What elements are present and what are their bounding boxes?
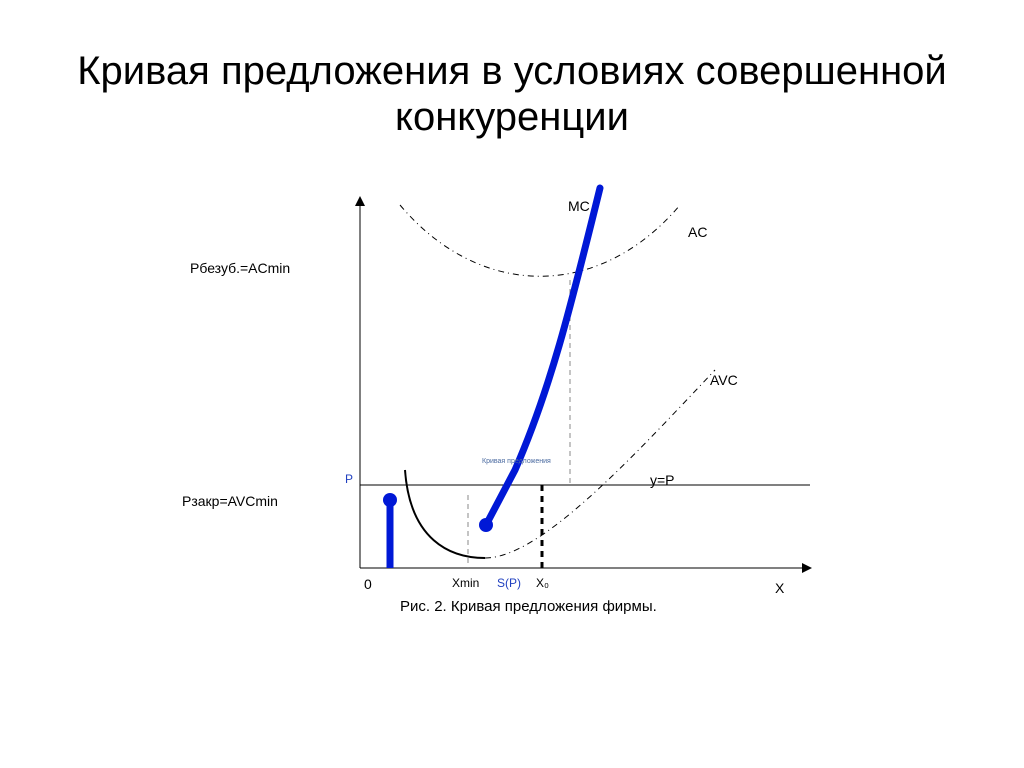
label-mc: MC	[568, 198, 590, 214]
label-y-equals-p: y=P	[650, 472, 675, 488]
figure-caption: Рис. 2. Кривая предложения фирмы.	[400, 598, 657, 615]
label-x-axis: X	[775, 580, 784, 596]
label-p: P	[345, 472, 353, 486]
label-xmin: Xmin	[452, 576, 479, 590]
label-zero: 0	[364, 576, 372, 592]
label-x0: X₀	[536, 576, 549, 590]
label-pzakr: Pзакр=AVCmin	[182, 493, 278, 509]
label-avc: AVC	[710, 372, 738, 388]
chart-area: MC AC AVC y=P P Pбезуб.=ACmin Pзакр=AVCm…	[170, 180, 850, 640]
slide-title: Кривая предложения в условиях совершенно…	[0, 48, 1024, 140]
label-tiny-supply: Кривая предложения	[482, 458, 551, 465]
label-sp: S(P)	[497, 576, 521, 590]
slide: Кривая предложения в условиях совершенно…	[0, 0, 1024, 768]
label-pbezub: Pбезуб.=ACmin	[190, 260, 290, 276]
label-ac: AC	[688, 224, 707, 240]
chart-svg	[170, 180, 850, 640]
